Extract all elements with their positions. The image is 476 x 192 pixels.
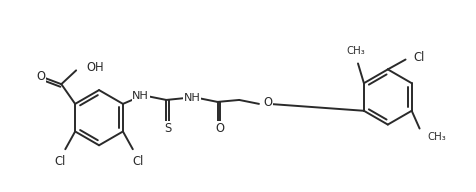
Text: O: O — [264, 96, 273, 109]
Text: NH: NH — [132, 91, 149, 101]
Text: CH₃: CH₃ — [427, 132, 446, 142]
Text: Cl: Cl — [132, 155, 143, 168]
Text: CH₃: CH₃ — [347, 46, 366, 56]
Text: O: O — [36, 70, 45, 83]
Text: Cl: Cl — [414, 51, 425, 64]
Text: Cl: Cl — [55, 155, 66, 168]
Text: S: S — [165, 122, 172, 135]
Text: OH: OH — [86, 61, 104, 74]
Text: NH: NH — [183, 93, 200, 103]
Text: O: O — [215, 122, 224, 135]
